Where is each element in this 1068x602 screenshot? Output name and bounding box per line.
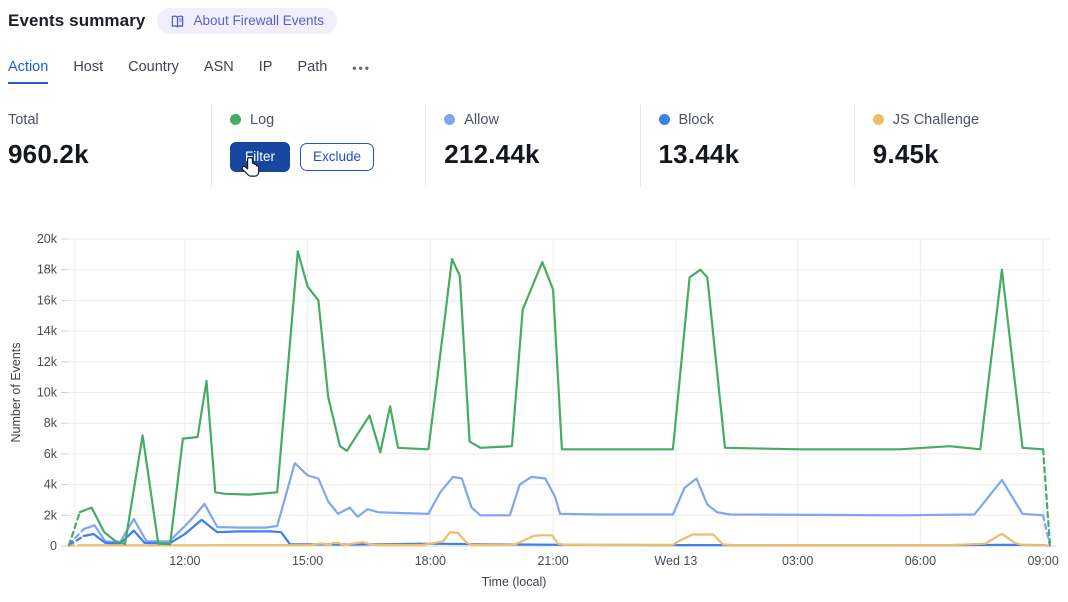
series-js-challenge-line-end-dashed	[1041, 544, 1052, 547]
x-tick-12:00: 12:00	[169, 554, 200, 568]
y-tick-16k: 16k	[37, 293, 58, 307]
x-tick-21:00: 21:00	[537, 554, 568, 568]
stat-label-js-challenge: JS Challenge	[892, 111, 980, 128]
stat-label-row-allow: Allow	[444, 109, 639, 130]
stat-value-allow: 212.44k	[444, 139, 540, 169]
stat-card-total: Total 960.2k	[8, 105, 211, 187]
y-tick-2k: 2k	[44, 508, 58, 522]
stat-label-total: Total	[8, 111, 39, 128]
series-allow-line-start-dashed	[67, 528, 85, 546]
tab-path[interactable]: Path	[297, 59, 328, 75]
chart-axis-labels: 0 2k 4k 6k 8k 10k 12k 14k 16k 18k 20k 12:00 15:00 18:…	[9, 232, 1059, 589]
stat-label-row-js-challenge: JS Challenge	[872, 109, 1068, 130]
header: Events summary About Firewall Events	[0, 0, 1068, 34]
tab-country[interactable]: Country	[128, 59, 179, 75]
series-log-line	[78, 250, 1045, 546]
stat-card-block: Block 13.44k	[639, 105, 854, 187]
tab-action[interactable]: Action	[8, 59, 49, 84]
y-tick-18k: 18k	[37, 263, 58, 277]
y-tick-6k: 6k	[44, 447, 58, 461]
stat-card-log: Log Filter Exclude	[211, 105, 425, 187]
book-icon	[170, 14, 185, 29]
stat-label-row-block: Block	[658, 109, 854, 130]
more-tabs-button[interactable]: •••	[352, 61, 371, 75]
x-tick-03:00: 03:00	[782, 554, 813, 568]
x-tick-18:00: 18:00	[415, 554, 446, 568]
exclude-button[interactable]: Exclude	[300, 143, 375, 171]
chart-area: 0 2k 4k 6k 8k 10k 12k 14k 16k 18k 20k 12:00 15:00 18:…	[0, 227, 1068, 602]
x-tick-09:00: 09:00	[1027, 554, 1058, 568]
x-axis-title: Time (local)	[482, 575, 547, 589]
tab-host[interactable]: Host	[73, 59, 104, 75]
series-block-line	[82, 518, 1045, 547]
stat-card-js-challenge: JS Challenge 9.45k	[853, 105, 1068, 187]
y-axis-title: Number of Events	[9, 342, 23, 442]
y-tick-12k: 12k	[37, 355, 58, 369]
series-block-line-start-dashed	[67, 534, 85, 547]
stat-label-row-log: Log	[230, 109, 425, 130]
series-js-challenge-line-start-dashed	[67, 544, 85, 547]
stat-label-allow: Allow	[464, 111, 499, 128]
series-allow-line	[82, 462, 1045, 544]
y-tick-20k: 20k	[37, 232, 58, 246]
about-firewall-events-badge[interactable]: About Firewall Events	[157, 8, 338, 34]
stats-row: Total 960.2k Log Filter Exclude Allow 212.44k B…	[0, 105, 1068, 187]
stat-value-js-challenge: 9.45k	[872, 139, 939, 169]
block-legend-dot-icon	[658, 114, 670, 125]
stat-label-row-total: Total	[8, 109, 211, 130]
stat-value-total: 960.2k	[8, 139, 89, 169]
stat-value-block: 13.44k	[658, 139, 740, 169]
log-legend-dot-icon	[230, 114, 242, 125]
series-log-line-end-dashed	[1041, 448, 1052, 548]
stat-actions-log: Filter Exclude	[230, 142, 425, 172]
series-log-line-start-dashed	[67, 511, 81, 547]
about-badge-label: About Firewall Events	[193, 13, 325, 28]
series-js-challenge-line	[82, 531, 1045, 547]
tab-asn[interactable]: ASN	[203, 59, 234, 75]
y-tick-14k: 14k	[37, 324, 58, 338]
y-tick-4k: 4k	[44, 478, 58, 492]
js-challenge-legend-dot-icon	[872, 114, 884, 125]
tab-ip[interactable]: IP	[258, 59, 273, 75]
stat-label-log: Log	[250, 111, 275, 128]
y-tick-0: 0	[50, 539, 57, 553]
x-tick-15:00: 15:00	[292, 554, 323, 568]
y-tick-10k: 10k	[37, 386, 58, 400]
filter-button[interactable]: Filter	[230, 142, 291, 172]
tabs: Action Host Country ASN IP Path •••	[0, 59, 1068, 84]
events-time-series-chart: 0 2k 4k 6k 8k 10k 12k 14k 16k 18k 20k 12:00 15:00 18:…	[9, 232, 1059, 589]
x-tick-06:00: 06:00	[905, 554, 936, 568]
y-tick-8k: 8k	[44, 416, 58, 430]
chart-series	[67, 250, 1052, 548]
x-tick-wed-13: Wed 13	[654, 554, 697, 568]
allow-legend-dot-icon	[444, 114, 456, 125]
page-title: Events summary	[8, 11, 146, 30]
stat-card-allow: Allow 212.44k	[425, 105, 639, 187]
stat-label-block: Block	[678, 111, 714, 128]
